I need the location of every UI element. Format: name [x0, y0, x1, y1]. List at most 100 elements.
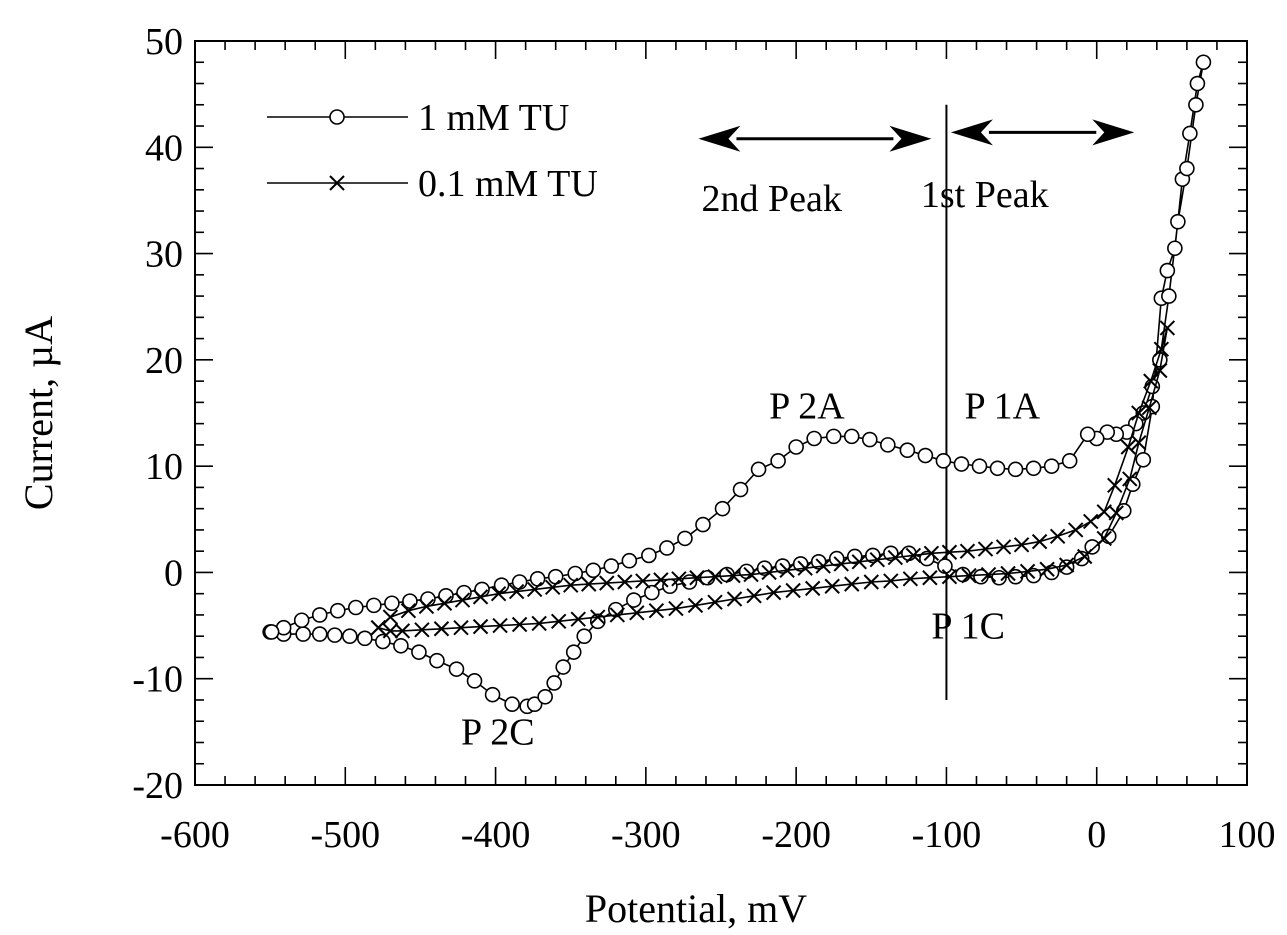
data-point — [825, 428, 842, 445]
data-point — [567, 565, 584, 582]
y-tick-label: 30 — [145, 234, 183, 276]
data-point — [880, 437, 896, 453]
data-point — [1100, 528, 1117, 545]
annotation-p-1a: P 1A — [964, 385, 1040, 427]
data-point — [585, 562, 602, 579]
data-point — [466, 673, 483, 689]
data-point — [576, 628, 593, 645]
data-point — [366, 597, 382, 614]
data-point — [980, 566, 997, 583]
annotation-p-2c: P 2C — [461, 712, 535, 754]
y-tick-label: 20 — [145, 340, 183, 382]
data-point — [635, 573, 651, 589]
data-point — [1135, 451, 1152, 468]
data-point — [581, 576, 597, 592]
data-point — [570, 611, 586, 627]
data-point — [726, 591, 743, 607]
data-point — [453, 619, 469, 636]
data-point — [785, 582, 801, 599]
data-point — [923, 545, 940, 562]
data-point — [1159, 320, 1176, 336]
data-point — [887, 549, 904, 566]
x-tick-label: -600 — [160, 814, 230, 856]
data-point — [1189, 75, 1206, 92]
data-point — [531, 615, 547, 632]
data-point — [677, 530, 693, 547]
data-point — [429, 652, 445, 669]
y-tick-label: 0 — [164, 552, 183, 594]
data-point — [565, 644, 582, 660]
data-point — [1131, 405, 1147, 421]
data-point — [411, 644, 427, 660]
data-point — [746, 588, 762, 604]
data-point — [1067, 522, 1084, 538]
data-point — [1079, 426, 1096, 443]
data-point — [851, 554, 867, 570]
data-point — [555, 659, 572, 675]
data-point — [989, 460, 1006, 477]
annotation-p-1c: P 1C — [931, 605, 1005, 647]
data-point — [393, 637, 409, 654]
data-point — [707, 594, 723, 610]
data-point — [629, 605, 645, 621]
legend-label: 0.1 mM TU — [418, 163, 598, 205]
data-point — [1152, 362, 1168, 379]
data-point — [1061, 453, 1078, 469]
legend-circle-marker — [329, 109, 345, 125]
data-point — [863, 574, 879, 590]
data-point — [659, 540, 675, 556]
data-point — [590, 609, 606, 625]
data-point — [917, 447, 934, 464]
y-axis-title: Current, µA — [16, 316, 61, 510]
data-point — [1170, 213, 1186, 230]
data-point — [1179, 160, 1195, 177]
x-tick-label: -400 — [461, 814, 531, 856]
legend: 1 mM TU 0.1 mM TU — [267, 97, 598, 205]
data-point — [1013, 537, 1030, 553]
data-point — [905, 547, 922, 564]
data-point — [484, 686, 501, 703]
y-tick-label: 10 — [145, 446, 183, 488]
data-point — [394, 623, 411, 639]
data-point — [454, 592, 471, 608]
data-point — [899, 442, 916, 459]
data-point — [977, 541, 994, 557]
data-point — [504, 696, 520, 713]
data-point — [472, 618, 489, 635]
data-point — [1120, 439, 1136, 455]
data-point — [883, 573, 899, 589]
data-point — [295, 626, 312, 642]
data-point — [641, 547, 657, 564]
data-point — [617, 574, 633, 590]
data-point — [384, 595, 400, 612]
data-point — [1167, 240, 1183, 257]
data-point — [725, 567, 741, 584]
data-point — [668, 600, 684, 617]
data-point — [448, 661, 465, 677]
data-point — [375, 633, 391, 650]
data-point — [1195, 54, 1212, 71]
data-point — [1076, 548, 1093, 565]
data-point — [1107, 477, 1123, 493]
data-point — [370, 619, 387, 636]
data-point — [544, 579, 561, 596]
data-point — [953, 456, 970, 472]
data-point — [311, 607, 328, 623]
data-point — [599, 575, 615, 591]
annotation-p-2a: P 2A — [769, 385, 845, 427]
data-point — [1025, 460, 1042, 477]
x-tick-label: -100 — [912, 814, 982, 856]
data-point — [414, 622, 430, 638]
data-point — [935, 453, 952, 469]
data-point — [1019, 563, 1036, 580]
data-point — [508, 583, 525, 600]
data-point — [547, 568, 564, 585]
data-point — [550, 613, 567, 630]
x-tick-label: 100 — [1219, 814, 1276, 856]
data-point — [1000, 565, 1016, 582]
data-point — [526, 696, 543, 713]
data-point — [732, 481, 749, 498]
series-line — [377, 327, 1169, 632]
data-point — [1131, 435, 1147, 451]
data-point — [621, 552, 638, 569]
